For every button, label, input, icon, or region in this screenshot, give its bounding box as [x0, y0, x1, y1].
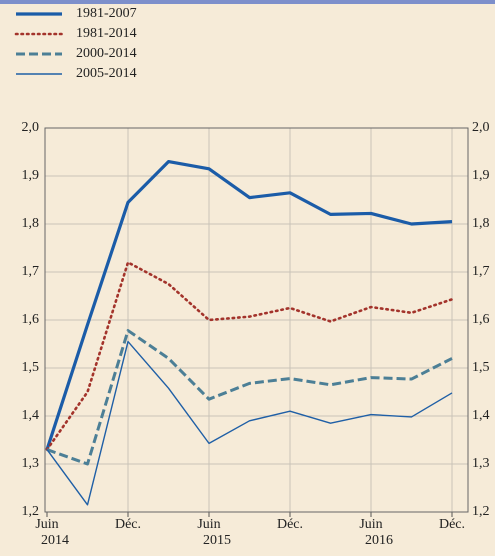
- y-tick-label: 1,6: [22, 312, 40, 327]
- y-tick-label: 1,8: [22, 216, 40, 231]
- x-year-label: 2016: [365, 533, 393, 548]
- y2-tick-label: 1,5: [472, 360, 490, 375]
- legend-label: 1981-2014: [76, 26, 137, 41]
- x-tick-label: Déc.: [439, 517, 465, 532]
- top-bar: [0, 0, 495, 4]
- y-tick-label: 1,2: [22, 504, 40, 519]
- x-tick-label: Déc.: [277, 517, 303, 532]
- line: [46, 340, 453, 506]
- y2-tick-label: 1,8: [472, 216, 490, 231]
- y-tick-label: 1,7: [22, 264, 40, 279]
- y2-tick-label: 1,4: [472, 408, 490, 423]
- x-year-label: 2014: [41, 533, 69, 548]
- x-tick-label: Juin: [197, 517, 220, 532]
- y2-tick-label: 1,3: [472, 456, 490, 471]
- legend-label: 1981-2007: [76, 6, 137, 21]
- y2-tick-label: 2,0: [472, 120, 490, 135]
- y2-tick-label: 1,6: [472, 312, 490, 327]
- y2-tick-label: 1,7: [472, 264, 490, 279]
- y2-tick-label: 1,2: [472, 504, 490, 519]
- y2-tick-label: 1,9: [472, 168, 490, 183]
- legend-label: 2000-2014: [76, 46, 137, 61]
- line: [45, 261, 454, 451]
- x-tick-label: Juin: [35, 517, 58, 532]
- legend-label: 2005-2014: [76, 66, 137, 81]
- x-year-label: 2015: [203, 533, 231, 548]
- line: [45, 160, 453, 451]
- plot-frame: [44, 127, 469, 513]
- x-tick-label: Juin: [359, 517, 382, 532]
- y-tick-label: 2,0: [22, 120, 40, 135]
- x-tick-label: Déc.: [115, 517, 141, 532]
- y-tick-label: 1,3: [22, 456, 40, 471]
- line: [46, 329, 453, 466]
- y-tick-label: 1,5: [22, 360, 40, 375]
- y-tick-label: 1,4: [22, 408, 40, 423]
- y-tick-label: 1,9: [22, 168, 40, 183]
